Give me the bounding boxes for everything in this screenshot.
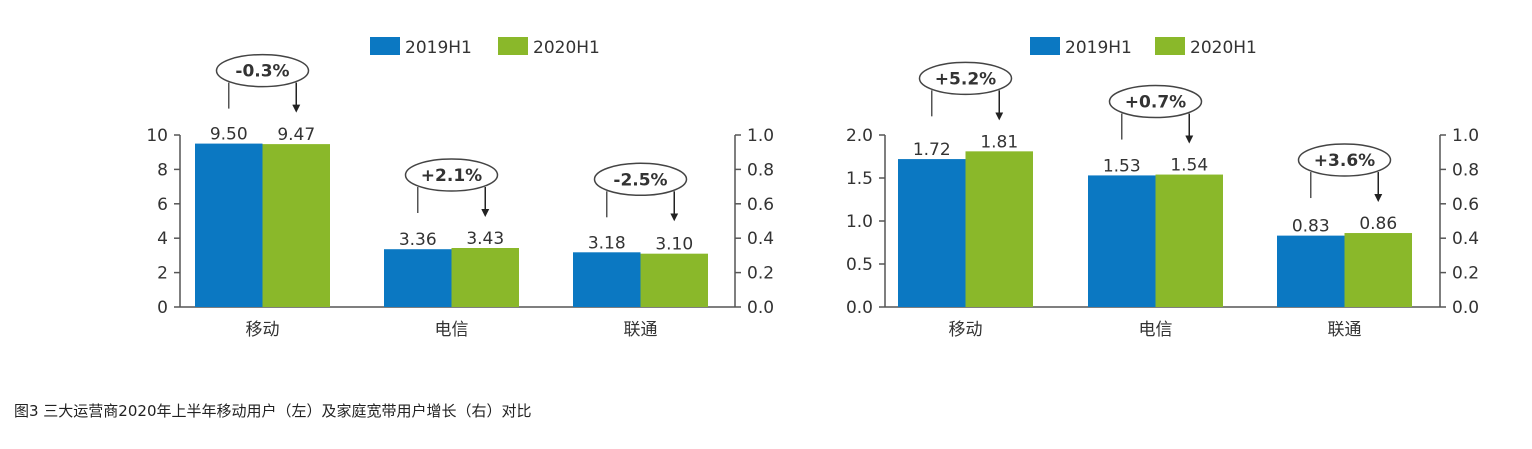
y-tick-label-left: 0 — [157, 298, 168, 318]
figure-caption: 图3 三大运营商2020年上半年移动用户（左）及家庭宽带用户增长（右）对比 — [14, 402, 532, 420]
y-tick-label-right: 1.0 — [1452, 126, 1479, 146]
y-tick-label-right: 0.0 — [1452, 298, 1479, 318]
bar-2019H1-联通 — [1277, 235, 1345, 307]
legend-label-2020H1: 2020H1 — [1190, 38, 1257, 58]
y-tick-label-right: 0.6 — [1452, 195, 1479, 215]
legend-swatch-2020H1 — [1155, 37, 1185, 55]
x-tick-label: 联通 — [624, 320, 658, 340]
bar-2019H1-移动 — [195, 143, 263, 307]
legend-swatch-2019H1 — [1030, 37, 1060, 55]
data-label: 9.47 — [277, 125, 315, 145]
data-label: 1.72 — [913, 140, 951, 160]
y-tick-label-right: 0.8 — [747, 160, 774, 180]
y-tick-label-right: 0.6 — [747, 195, 774, 215]
y-tick-label-right: 0.2 — [1452, 264, 1479, 284]
bar-2020H1-电信 — [451, 248, 519, 307]
y-tick-label-right: 1.0 — [747, 126, 774, 146]
bar-2019H1-移动 — [898, 159, 966, 307]
bar-2020H1-联通 — [640, 253, 708, 307]
y-tick-label-left: 6 — [157, 195, 168, 215]
data-label: 1.54 — [1170, 156, 1208, 176]
callout-ellipse — [404, 158, 499, 192]
y-tick-label-left: 0.5 — [846, 255, 873, 275]
y-tick-label-right: 0.8 — [1452, 160, 1479, 180]
data-label: 3.18 — [588, 233, 626, 253]
x-tick-label: 联通 — [1328, 320, 1362, 340]
x-tick-label: 移动 — [246, 320, 280, 340]
data-label: 3.36 — [399, 230, 437, 250]
data-label: 1.53 — [1103, 156, 1141, 176]
growth-label: +3.6% — [1314, 151, 1375, 171]
growth-label: +5.2% — [935, 69, 996, 89]
bar-2020H1-电信 — [1155, 174, 1223, 307]
bar-2019H1-电信 — [384, 249, 452, 307]
callout-ellipse — [1297, 143, 1392, 177]
callout-ellipse — [1108, 84, 1203, 119]
y-tick-label-left: 1.0 — [846, 212, 873, 232]
callout-ellipse — [918, 61, 1013, 96]
legend-swatch-2019H1 — [370, 37, 400, 55]
x-tick-label: 移动 — [949, 320, 983, 340]
legend-label-2020H1: 2020H1 — [533, 38, 600, 58]
y-tick-label-right: 0.0 — [747, 298, 774, 318]
callout-ellipse — [215, 53, 310, 88]
y-tick-label-left: 10 — [146, 126, 168, 146]
bar-2019H1-联通 — [573, 252, 641, 307]
data-label: 1.81 — [980, 132, 1018, 152]
legend-swatch-2020H1 — [498, 37, 528, 55]
y-tick-label-left: 4 — [157, 229, 168, 249]
bar-2020H1-联通 — [1344, 233, 1412, 307]
legend-label-2019H1: 2019H1 — [405, 38, 472, 58]
y-tick-label-left: 2 — [157, 264, 168, 284]
growth-label: +0.7% — [1125, 93, 1186, 113]
y-tick-label-right: 0.4 — [747, 229, 774, 249]
bar-2019H1-电信 — [1088, 175, 1156, 307]
y-tick-label-left: 8 — [157, 160, 168, 180]
data-label: 9.50 — [210, 125, 248, 145]
bar-2020H1-移动 — [965, 151, 1033, 307]
data-label: 3.43 — [466, 229, 504, 249]
growth-label: +2.1% — [421, 166, 482, 186]
y-tick-label-left: 2.0 — [846, 126, 873, 146]
x-tick-label: 电信 — [435, 320, 469, 340]
x-tick-label: 电信 — [1139, 320, 1173, 340]
y-tick-label-right: 0.2 — [747, 264, 774, 284]
y-tick-label-left: 0.0 — [846, 298, 873, 318]
legend-label-2019H1: 2019H1 — [1065, 38, 1132, 58]
y-tick-label-right: 0.4 — [1452, 229, 1479, 249]
growth-label: -0.3% — [235, 62, 289, 82]
data-label: 3.10 — [655, 235, 693, 255]
data-label: 0.83 — [1292, 217, 1330, 237]
bar-2020H1-移动 — [262, 144, 330, 307]
growth-label: -2.5% — [613, 170, 667, 190]
callout-ellipse — [593, 162, 688, 197]
y-tick-label-left: 1.5 — [846, 169, 873, 189]
data-label: 0.86 — [1359, 214, 1397, 234]
